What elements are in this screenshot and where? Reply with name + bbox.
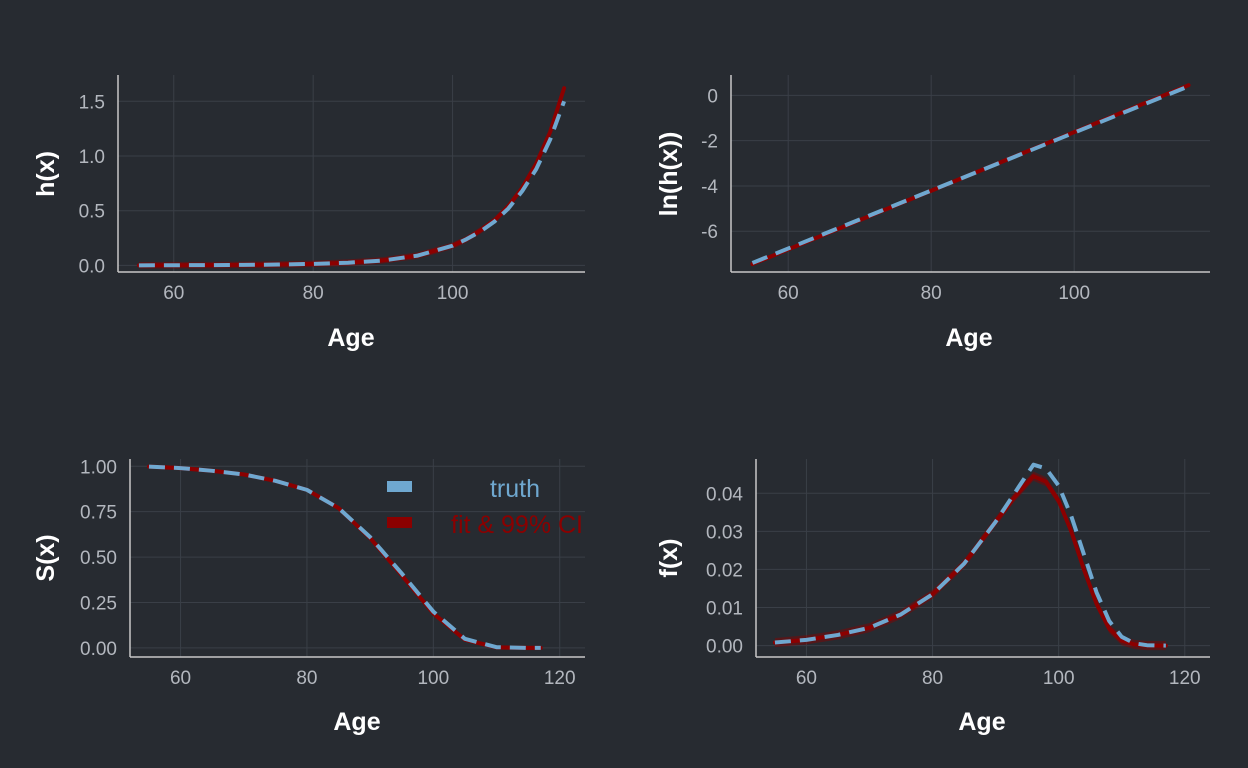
- survival-x-tick-label: 60: [170, 668, 191, 689]
- hazard-y-tick-label: 0.0: [79, 256, 105, 277]
- density-lines: [772, 462, 1168, 648]
- legend-label-fit: fit & 99% CI: [451, 511, 583, 539]
- density-y-tick-label: 0.04: [706, 484, 743, 505]
- log-hazard-y-tick-label: 0: [707, 86, 718, 107]
- survival-x-tick-label: 100: [417, 668, 449, 689]
- legend-label-truth: truth: [490, 475, 540, 503]
- density-x-axis-title: Age: [958, 708, 1005, 736]
- log-hazard-truth-line: [751, 84, 1190, 265]
- survival-x-tick-label: 120: [544, 668, 576, 689]
- density-panel: 60 80 100 120 0.00 0.01 0.02 0.03 0.04 Age f(x): [655, 459, 1210, 736]
- density-y-tick-label: 0.02: [706, 560, 743, 581]
- survival-y-tick-label: 0.50: [80, 548, 117, 569]
- density-y-tick-label: 0.03: [706, 522, 743, 543]
- legend: truth fit & 99% CI: [387, 475, 583, 539]
- density-axes: [755, 459, 1210, 658]
- hazard-x-tick-label: 60: [163, 283, 184, 304]
- density-tick-labels: 60 80 100 120 0.00 0.01 0.02 0.03 0.04: [706, 484, 1201, 689]
- density-x-tick-label: 100: [1043, 668, 1075, 689]
- survival-y-tick-label: 0.00: [80, 639, 117, 660]
- survival-x-axis-title: Age: [333, 708, 380, 736]
- hazard-y-tick-label: 0.5: [79, 202, 105, 223]
- density-x-tick-label: 60: [796, 668, 817, 689]
- hazard-y-axis-title: h(x): [32, 151, 60, 197]
- log-hazard-lines: [750, 83, 1191, 267]
- log-hazard-x-tick-label: 60: [778, 283, 799, 304]
- log-hazard-x-tick-label: 80: [921, 283, 942, 304]
- survival-y-tick-label: 0.25: [80, 594, 117, 615]
- log-hazard-y-axis-title: ln(h(x)): [655, 132, 683, 217]
- survival-lines: [146, 464, 543, 650]
- density-grid: [756, 459, 1210, 657]
- legend-key-truth: [387, 481, 412, 492]
- survival-y-axis-title: S(x): [32, 534, 60, 581]
- survival-axes: [129, 459, 585, 658]
- log-hazard-y-tick-label: -2: [701, 132, 718, 153]
- survival-tick-labels: 60 80 100 120 0.00 0.25 0.50 0.75 1.00: [80, 457, 576, 689]
- log-hazard-y-tick-label: -6: [701, 222, 718, 243]
- hazard-y-tick-label: 1.5: [79, 92, 105, 113]
- hazard-x-axis-title: Age: [327, 324, 374, 352]
- hazard-x-tick-label: 100: [437, 283, 469, 304]
- hazard-panel: 60 80 100 0.0 0.5 1.0 1.5 Age h(x): [32, 75, 585, 352]
- survival-y-tick-label: 0.75: [80, 503, 117, 524]
- hazard-x-tick-label: 80: [303, 283, 324, 304]
- log-hazard-x-axis-title: Age: [945, 324, 992, 352]
- survival-y-tick-label: 1.00: [80, 457, 117, 478]
- log-hazard-panel: 60 80 100 0 -2 -4 -6 Age ln(h(x)): [655, 75, 1210, 352]
- survival-panel: 60 80 100 120 0.00 0.25 0.50 0.75 1.00 Age S(x): [32, 457, 585, 736]
- density-x-tick-label: 80: [922, 668, 943, 689]
- log-hazard-grid: [731, 75, 1210, 272]
- survival-truth-line: [148, 464, 541, 650]
- density-x-tick-label: 120: [1169, 668, 1201, 689]
- log-hazard-x-tick-label: 100: [1058, 283, 1090, 304]
- log-hazard-axes: [730, 75, 1210, 273]
- density-y-axis-title: f(x): [655, 539, 683, 578]
- hazard-y-tick-label: 1.0: [79, 147, 105, 168]
- hazard-lines: [136, 86, 567, 268]
- hazard-tick-labels: 60 80 100 0.0 0.5 1.0 1.5: [79, 92, 469, 304]
- density-y-tick-label: 0.00: [706, 637, 743, 658]
- density-y-tick-label: 0.01: [706, 599, 743, 620]
- density-truth-line: [774, 462, 1166, 648]
- hazard-truth-line: [138, 100, 566, 268]
- log-hazard-tick-labels: 60 80 100 0 -2 -4 -6: [701, 86, 1090, 304]
- legend-key-fit: [387, 517, 412, 528]
- hazard-axes: [117, 75, 585, 273]
- log-hazard-y-tick-label: -4: [701, 177, 718, 198]
- survival-x-tick-label: 80: [296, 668, 317, 689]
